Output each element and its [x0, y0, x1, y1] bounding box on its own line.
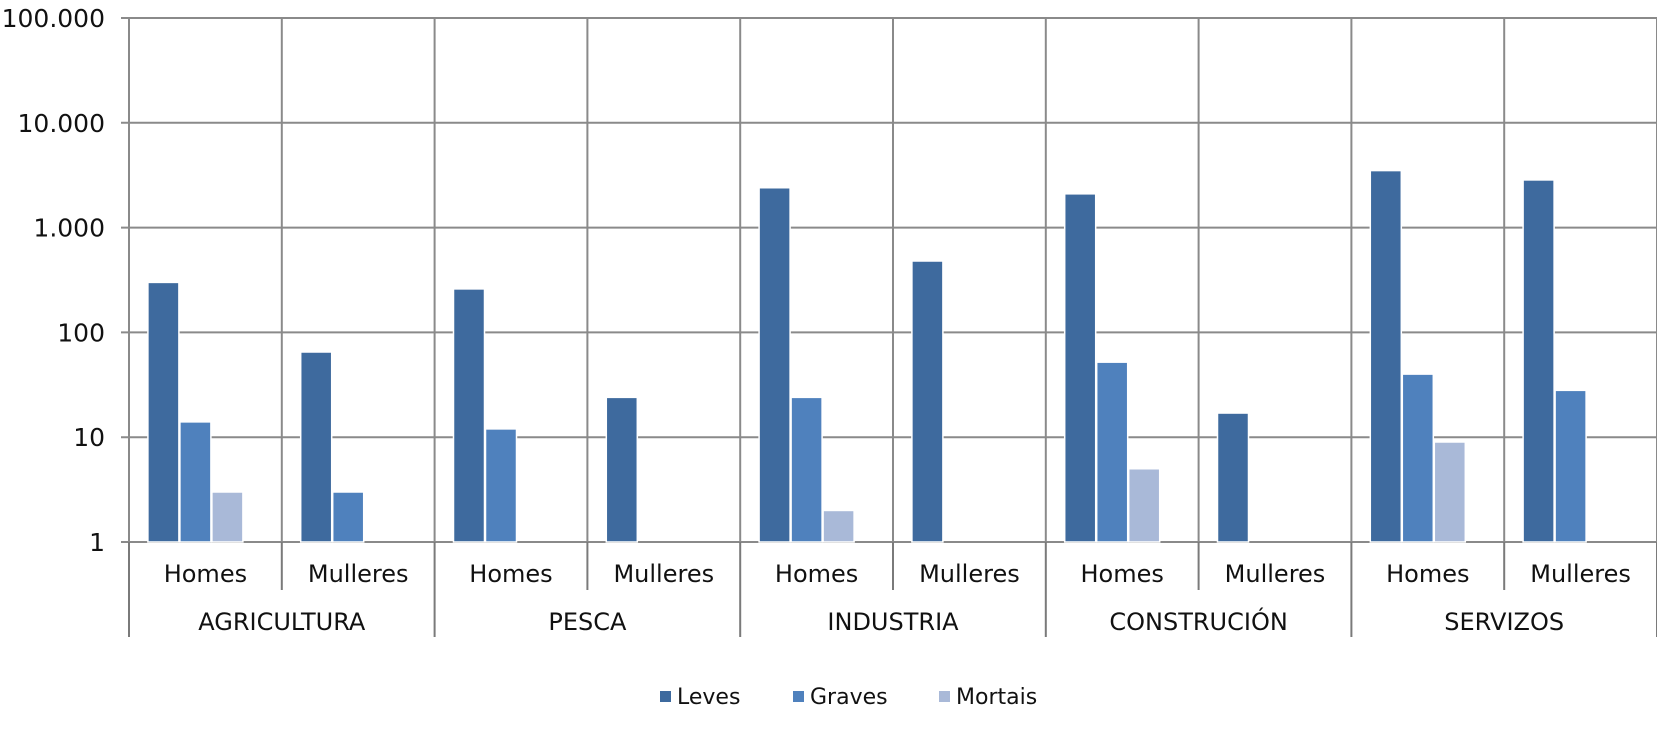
legend-item: Mortais — [939, 685, 1037, 710]
bar-mortais — [1127, 467, 1161, 543]
grid — [121, 17, 1657, 543]
bars — [147, 169, 1587, 543]
y-tick-label: 100 — [57, 318, 105, 347]
bar-leves — [1216, 412, 1250, 543]
category-label: Homes — [1386, 560, 1469, 588]
legend-item: Graves — [793, 685, 888, 710]
category-label: Homes — [469, 560, 552, 588]
category-label: Mulleres — [1530, 560, 1631, 588]
bar-graves — [484, 428, 518, 543]
legend-swatch — [793, 691, 804, 702]
group-label: SERVIZOS — [1444, 608, 1564, 636]
group-label: INDUSTRIA — [827, 608, 959, 636]
group-label: CONSTRUCIÓN — [1109, 606, 1287, 636]
bar-leves — [1369, 169, 1403, 543]
bar-leves — [299, 351, 333, 543]
bar-mortais — [1433, 441, 1467, 543]
category-label: Mulleres — [919, 560, 1020, 588]
category-label: Homes — [164, 560, 247, 588]
bar-leves — [1522, 179, 1555, 543]
bar-graves — [790, 396, 823, 543]
legend-label: Mortais — [956, 685, 1037, 710]
group-label: AGRICULTURA — [198, 608, 366, 636]
category-label: Mulleres — [1225, 560, 1326, 588]
legend: Leves Graves Mortais — [660, 685, 1037, 710]
legend-label: Leves — [677, 685, 740, 710]
category-label: Homes — [775, 560, 858, 588]
y-tick-label: 10 — [73, 423, 105, 452]
legend-label: Graves — [810, 685, 888, 710]
bar-leves — [452, 288, 486, 543]
bar-graves — [1554, 389, 1587, 543]
axes: 1 10 100 1.000 10.000 100.000 Homes Mulleres Hom… — [2, 4, 1657, 637]
bar-leves — [911, 260, 944, 543]
y-tick-label: 10.000 — [18, 109, 105, 138]
y-tick-label: 1 — [89, 528, 105, 557]
bar-leves — [605, 396, 639, 543]
y-tick-label: 100.000 — [2, 4, 105, 33]
category-label: Mulleres — [613, 560, 714, 588]
category-label: Mulleres — [308, 560, 409, 588]
legend-item: Leves — [660, 685, 740, 710]
y-tick-label: 1.000 — [33, 214, 105, 243]
bar-leves — [1063, 193, 1097, 543]
legend-swatch — [660, 691, 671, 702]
bar-graves — [1401, 373, 1435, 543]
bar-leves — [758, 187, 791, 543]
bar-graves — [179, 421, 212, 543]
group-label: PESCA — [548, 608, 627, 636]
category-label: Homes — [1081, 560, 1164, 588]
bar-graves — [331, 491, 365, 543]
bar-leves — [147, 281, 180, 543]
bar-mortais — [211, 491, 244, 543]
legend-swatch — [939, 691, 950, 702]
bar-graves — [1095, 361, 1129, 543]
bar-mortais — [822, 509, 855, 543]
